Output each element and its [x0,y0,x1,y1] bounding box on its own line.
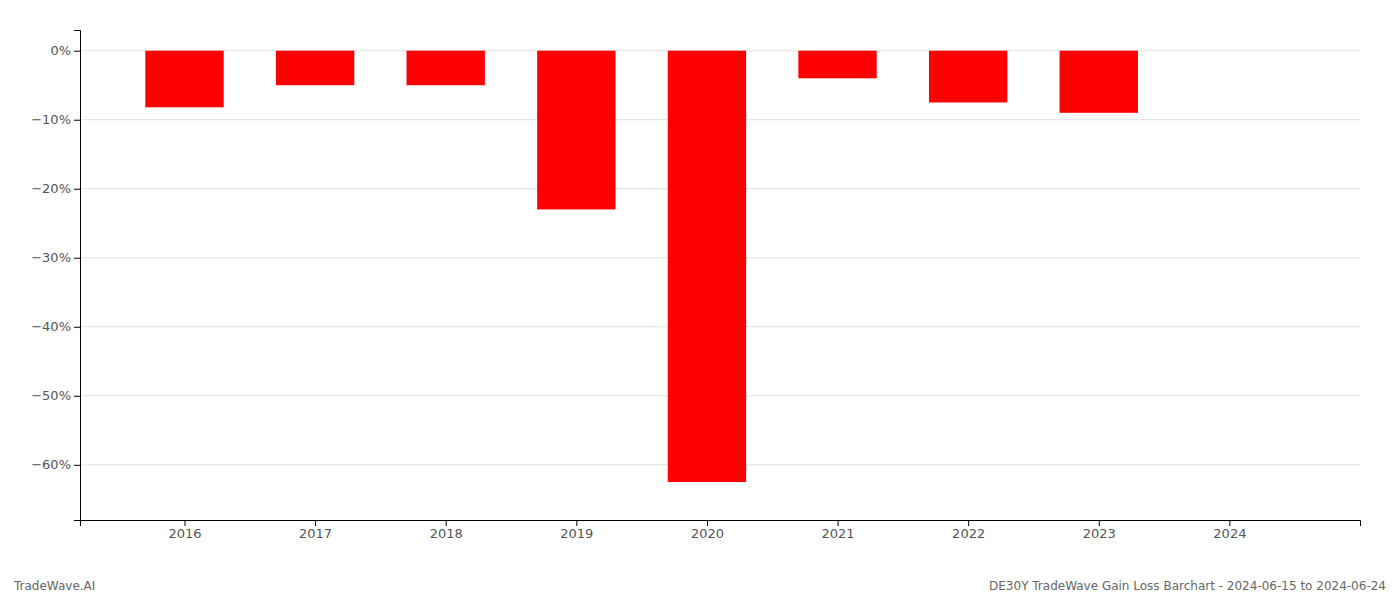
plot-area [145,51,1138,482]
y-tick: −10% [31,112,80,127]
y-tick-mark [74,189,80,190]
y-tick-label: −50% [31,388,71,403]
bar [537,51,615,210]
y-tick: −30% [31,250,80,265]
x-tick-mark [968,520,969,526]
y-tick: 0% [50,43,80,58]
x-tick-mark [838,520,839,526]
y-axis: 0% −10% −20% −30% −40% −50% −60% [31,31,80,521]
bar [798,51,876,79]
footer-text: DE30Y TradeWave Gain Loss Barchart - 202… [989,579,1386,593]
x-tick-label: 2016 [168,526,201,541]
x-axis: 2016 2017 2018 2019 2020 2021 2022 2023 2024 [81,520,1361,541]
y-tick-label: −10% [31,112,71,127]
x-tick-mark [184,520,185,526]
x-tick-label: 2019 [560,526,593,541]
x-tick: 2021 [822,520,855,541]
x-tick-mark [1099,520,1100,526]
bar [929,51,1007,103]
x-tick: 2016 [168,520,201,541]
x-tick-label: 2021 [822,526,855,541]
x-tick: 2018 [430,520,463,541]
x-axis-line [81,521,1361,527]
x-tick-label: 2023 [1083,526,1116,541]
x-tick-mark [315,520,316,526]
x-tick: 2020 [691,520,724,541]
y-axis-line [74,31,81,521]
y-tick-mark [74,465,80,466]
x-tick-mark [446,520,447,526]
x-tick-label: 2022 [952,526,985,541]
x-tick-label: 2020 [691,526,724,541]
x-tick: 2022 [952,520,985,541]
bar [1060,51,1138,113]
y-tick-label: −20% [31,181,71,196]
y-tick: −40% [31,319,80,334]
bar [276,51,354,86]
y-tick-mark [74,396,80,397]
y-tick-label: −40% [31,319,71,334]
x-tick-label: 2018 [430,526,463,541]
x-tick-mark [707,520,708,526]
x-tick: 2024 [1213,520,1246,541]
y-tick-label: −30% [31,250,71,265]
y-tick-mark [74,327,80,328]
x-tick: 2019 [560,520,593,541]
x-tick-mark [576,520,577,526]
x-tick-label: 2017 [299,526,332,541]
y-tick: −20% [31,181,80,196]
x-tick-mark [1229,520,1230,526]
footer-text: TradeWave.AI [13,579,95,593]
bar [668,51,746,482]
y-tick-mark [74,51,80,52]
footer: TradeWave.AI DE30Y TradeWave Gain Loss Ba… [13,579,1386,593]
x-tick-label: 2024 [1213,526,1246,541]
x-tick: 2017 [299,520,332,541]
chart-svg: 0%−10%−20%−30%−40%−50%−60%20162017201820… [0,0,1400,600]
y-tick: −60% [31,457,80,472]
bar [407,51,485,86]
y-tick: −50% [31,388,80,403]
bar [145,51,223,108]
y-tick-label: 0% [50,43,71,58]
y-tick-mark [74,120,80,121]
x-tick: 2023 [1083,520,1116,541]
y-tick-label: −60% [31,457,71,472]
y-tick-mark [74,258,80,259]
